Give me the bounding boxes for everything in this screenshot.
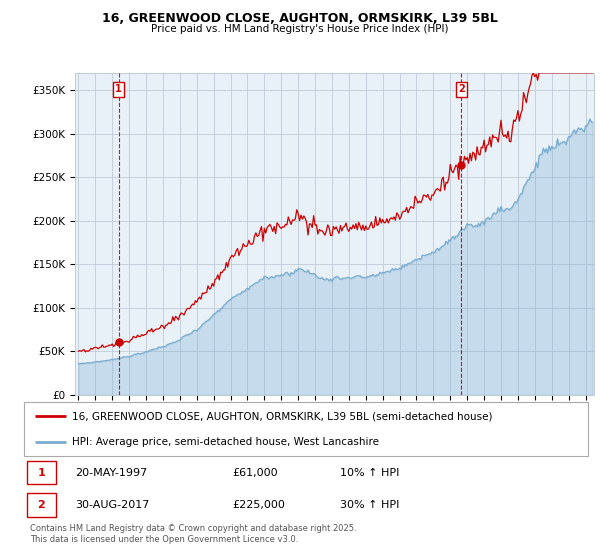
Text: 30-AUG-2017: 30-AUG-2017 [75,500,149,510]
Text: 2: 2 [458,84,465,94]
Text: 30% ↑ HPI: 30% ↑ HPI [340,500,399,510]
Bar [27,493,56,517]
Text: £61,000: £61,000 [233,468,278,478]
Text: 2: 2 [38,500,46,510]
Text: Contains HM Land Registry data © Crown copyright and database right 2025.
This d: Contains HM Land Registry data © Crown c… [29,524,356,544]
Bar [27,460,56,484]
Text: 1: 1 [115,84,122,94]
Text: 1: 1 [38,468,46,478]
Text: £225,000: £225,000 [233,500,286,510]
Text: Price paid vs. HM Land Registry's House Price Index (HPI): Price paid vs. HM Land Registry's House … [151,24,449,34]
Text: HPI: Average price, semi-detached house, West Lancashire: HPI: Average price, semi-detached house,… [72,437,379,446]
Text: 16, GREENWOOD CLOSE, AUGHTON, ORMSKIRK, L39 5BL: 16, GREENWOOD CLOSE, AUGHTON, ORMSKIRK, … [102,12,498,25]
Text: 20-MAY-1997: 20-MAY-1997 [75,468,147,478]
Text: 10% ↑ HPI: 10% ↑ HPI [340,468,399,478]
Text: 16, GREENWOOD CLOSE, AUGHTON, ORMSKIRK, L39 5BL (semi-detached house): 16, GREENWOOD CLOSE, AUGHTON, ORMSKIRK, … [72,412,493,421]
